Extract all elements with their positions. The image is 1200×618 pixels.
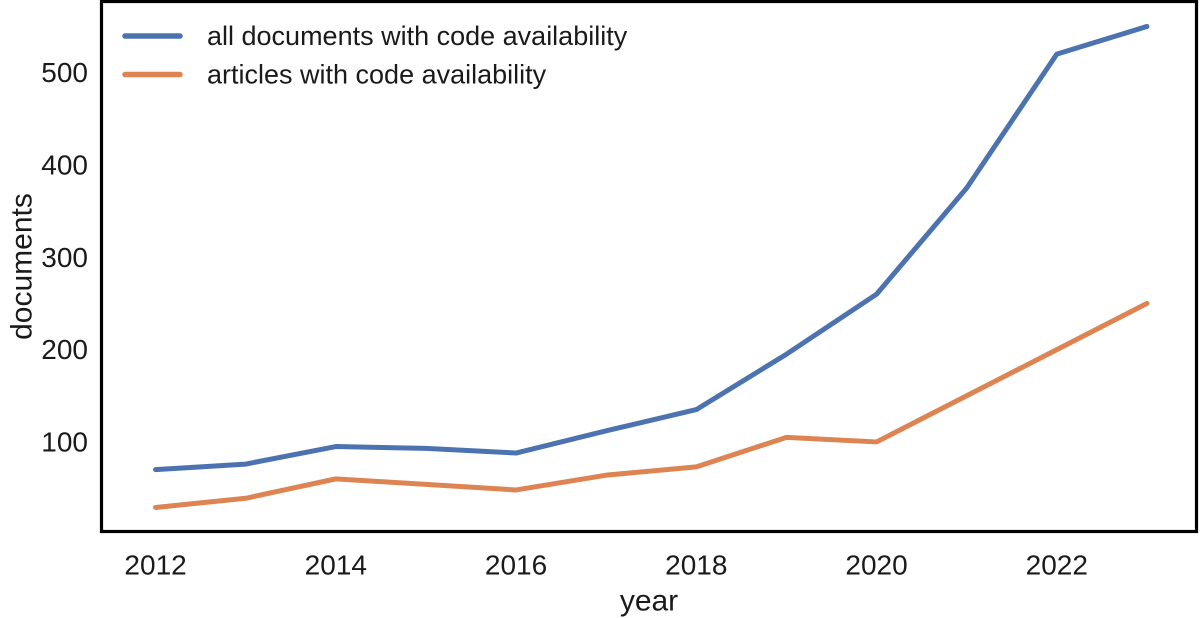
x-tick-label: 2016	[485, 550, 547, 581]
legend-label: articles with code availability	[207, 60, 547, 90]
x-tick-label: 2018	[665, 550, 727, 581]
x-tick-label: 2022	[1026, 550, 1088, 581]
y-tick-label: 300	[41, 242, 88, 273]
x-tick-label: 2020	[845, 550, 907, 581]
y-tick-label: 400	[41, 149, 88, 180]
y-tick-label: 500	[41, 57, 88, 88]
series-line-all-documents	[153, 23, 1150, 473]
x-tick-label: 2012	[124, 550, 186, 581]
series-line-articles	[153, 300, 1150, 510]
y-tick-label: 100	[41, 426, 88, 457]
y-tick-label: 200	[41, 334, 88, 365]
y-axis-title: documents	[6, 193, 39, 340]
plot-frame	[99, 0, 1199, 534]
x-tick-label: 2014	[305, 550, 367, 581]
legend-label: all documents with code availability	[207, 21, 628, 51]
x-axis-title: year	[620, 585, 678, 618]
